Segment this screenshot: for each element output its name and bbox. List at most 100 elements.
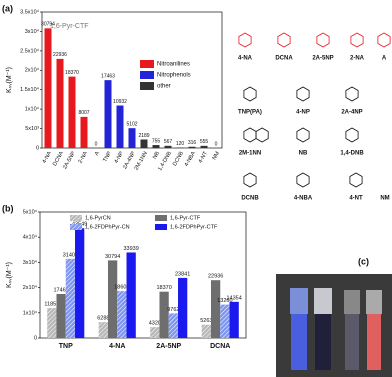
structure-name: NB: [299, 151, 308, 157]
structure-name: 4-NT: [349, 196, 363, 202]
bar-hatch: [98, 322, 108, 338]
value-label: 31400: [63, 252, 78, 258]
x-tick-label: 2-NA: [78, 150, 90, 164]
vial: [315, 314, 331, 370]
legend-label: 1,6-PyrCN: [85, 215, 111, 221]
value-label: 8007: [78, 110, 89, 116]
bar: [178, 277, 188, 338]
vial-cap: [366, 290, 382, 314]
bar: [116, 105, 124, 148]
panel-label: (b): [2, 203, 14, 213]
structure-name: 2A-4NP: [341, 110, 362, 116]
legend-swatch: [140, 71, 154, 79]
molecule-ring: [296, 127, 310, 143]
vial-cap: [290, 288, 308, 314]
bar: [159, 291, 169, 338]
bar: [68, 76, 76, 148]
legend-hatch: [70, 215, 82, 221]
x-tick-label: TNP: [102, 150, 113, 163]
bar: [44, 28, 52, 148]
value-label: 755: [152, 138, 161, 144]
value-label: 14354: [227, 295, 242, 301]
bar-hatch: [150, 327, 160, 338]
y-axis-label: Kₛᵥ(M⁻¹): [6, 67, 13, 93]
molecule-ring: [350, 32, 364, 48]
value-label: 17463: [101, 73, 115, 79]
structure-name: 4-NP: [296, 110, 310, 116]
bar: [229, 301, 239, 338]
y-tick-label: 3x10⁴: [25, 28, 40, 35]
value-label: 6288: [97, 316, 109, 322]
bar: [56, 293, 66, 338]
x-tick-label: 4-NT: [198, 150, 210, 164]
vial-cap: [314, 288, 332, 314]
x-tick-label: TNP: [59, 343, 73, 350]
molecule-ring: [349, 172, 363, 188]
legend-swatch: [140, 82, 154, 90]
chart-title: 1,6-Pyr-CTF: [50, 23, 89, 30]
value-label: 2189: [138, 133, 149, 139]
molecule-ring: [316, 32, 330, 48]
value-label: 5102: [126, 122, 137, 128]
molecule-ring: [277, 32, 291, 48]
bar: [210, 280, 221, 338]
value-label: 0: [215, 141, 218, 147]
bar-hatch: [201, 324, 211, 338]
x-tick-label: 4-NBA: [184, 150, 197, 167]
structure-name: DCNB: [241, 196, 259, 202]
value-label: 17463: [53, 287, 68, 293]
molecule-ring: [243, 127, 257, 143]
legend-label: 1,6-2FDPhPyr-CN: [85, 224, 130, 230]
x-tick-label: NM: [212, 150, 222, 161]
structure-name: 4-NBA: [294, 196, 313, 202]
y-tick-label: 2x10⁴: [23, 284, 38, 291]
legend-label: 1,6-Pyr-CTF: [170, 215, 201, 221]
value-label: 555: [200, 139, 209, 145]
bar-hatch: [220, 304, 230, 338]
bar: [128, 128, 136, 148]
legend-swatch: [155, 215, 167, 221]
bar: [107, 260, 118, 338]
value-label: 13260: [217, 298, 232, 304]
value-label: 10932: [113, 99, 127, 105]
vial-cap: [344, 290, 360, 314]
panel-label: (a): [2, 3, 13, 13]
legend-label: Nitrophenols: [157, 73, 191, 79]
bar: [152, 145, 160, 148]
x-tick-label: 4-NA: [109, 343, 125, 350]
bar-hatch: [117, 291, 127, 338]
y-tick-label: 0: [36, 145, 39, 151]
y-tick-label: 2.5x10⁴: [20, 47, 40, 54]
x-tick-label: 2A-5NP: [156, 343, 181, 350]
bar: [126, 252, 136, 338]
bar: [200, 145, 208, 148]
bar: [56, 58, 64, 148]
value-label: 22936: [53, 52, 67, 58]
legend-swatch: [140, 60, 154, 68]
value-label: 18370: [65, 70, 79, 76]
legend-swatch: [155, 224, 167, 230]
bar: [140, 139, 148, 148]
x-tick-label: DCNA: [210, 343, 230, 350]
value-label: 9762: [167, 307, 179, 313]
molecule-ring: [243, 86, 257, 102]
bar-hatch: [65, 258, 76, 338]
y-tick-label: 1x10⁴: [23, 309, 38, 316]
molecule-ring: [345, 127, 359, 143]
x-tick-label: NB: [152, 150, 161, 160]
x-tick-label: 4-NA: [42, 150, 54, 164]
molecule-ring: [296, 172, 310, 188]
y-tick-label: 0: [34, 335, 37, 341]
value-label: 567: [164, 139, 173, 145]
vial: [345, 314, 359, 370]
structure-name: 1,4-DNB: [340, 151, 364, 157]
panel-label: (c): [358, 256, 369, 266]
vial: [291, 314, 307, 370]
value-label: 316: [188, 140, 197, 146]
value-label: 0: [95, 141, 98, 147]
vial: [367, 314, 381, 370]
legend-hatch: [70, 224, 82, 230]
bar-hatch: [47, 308, 57, 338]
molecule-ring: [377, 32, 391, 48]
structure-name: 2M-1NN: [239, 151, 261, 157]
